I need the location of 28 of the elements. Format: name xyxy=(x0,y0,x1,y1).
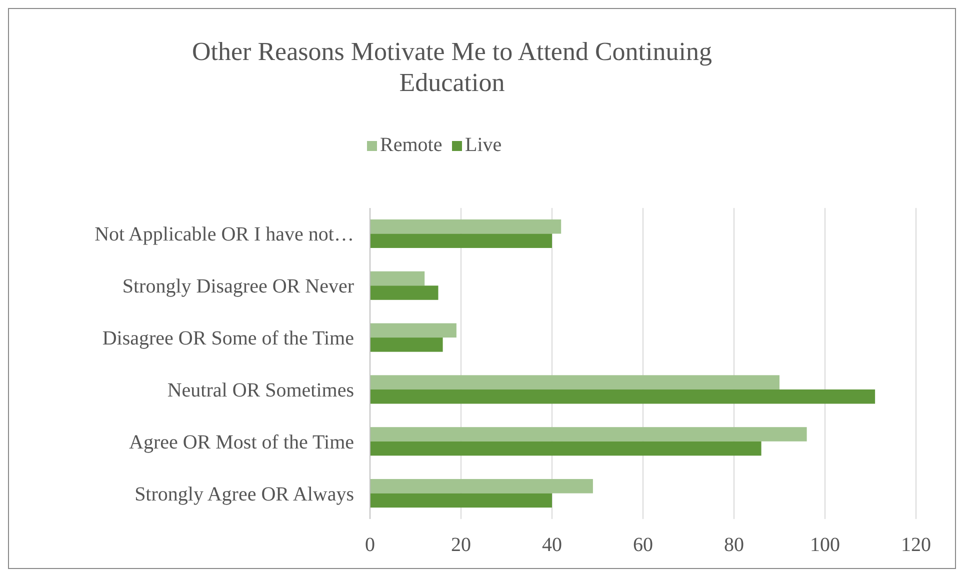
x-tick-label: 100 xyxy=(810,534,840,556)
x-tick-label: 20 xyxy=(451,534,471,556)
bar xyxy=(370,234,552,248)
x-tick-label: 0 xyxy=(365,534,375,556)
bar xyxy=(370,219,562,234)
y-tick-label: Neutral OR Sometimes xyxy=(167,379,354,402)
bar xyxy=(370,271,425,286)
legend-label: Live xyxy=(465,134,502,156)
bar xyxy=(370,427,807,442)
bar xyxy=(370,389,876,404)
bar xyxy=(370,323,456,338)
y-tick-label: Not Applicable OR I have not… xyxy=(94,224,354,246)
y-tick-label: Strongly Agree OR Always xyxy=(134,483,354,506)
bar xyxy=(370,479,593,494)
bar xyxy=(370,286,438,300)
x-tick-label: 40 xyxy=(542,534,562,556)
x-tick-label: 80 xyxy=(724,534,744,556)
bar xyxy=(370,493,552,508)
chart-title: Other Reasons Motivate Me to Attend Continuing Education xyxy=(192,37,712,97)
y-tick-label: Agree OR Most of the Time xyxy=(129,431,354,454)
y-tick-label: Disagree OR Some of the Time xyxy=(102,328,354,350)
legend-label: Remote xyxy=(380,134,442,156)
bar xyxy=(370,441,762,456)
x-tick-label: 120 xyxy=(901,534,931,556)
y-tick-label: Strongly Disagree OR Never xyxy=(122,276,354,298)
bar xyxy=(370,338,443,352)
x-tick-label: 60 xyxy=(633,534,653,556)
bar xyxy=(370,375,780,390)
